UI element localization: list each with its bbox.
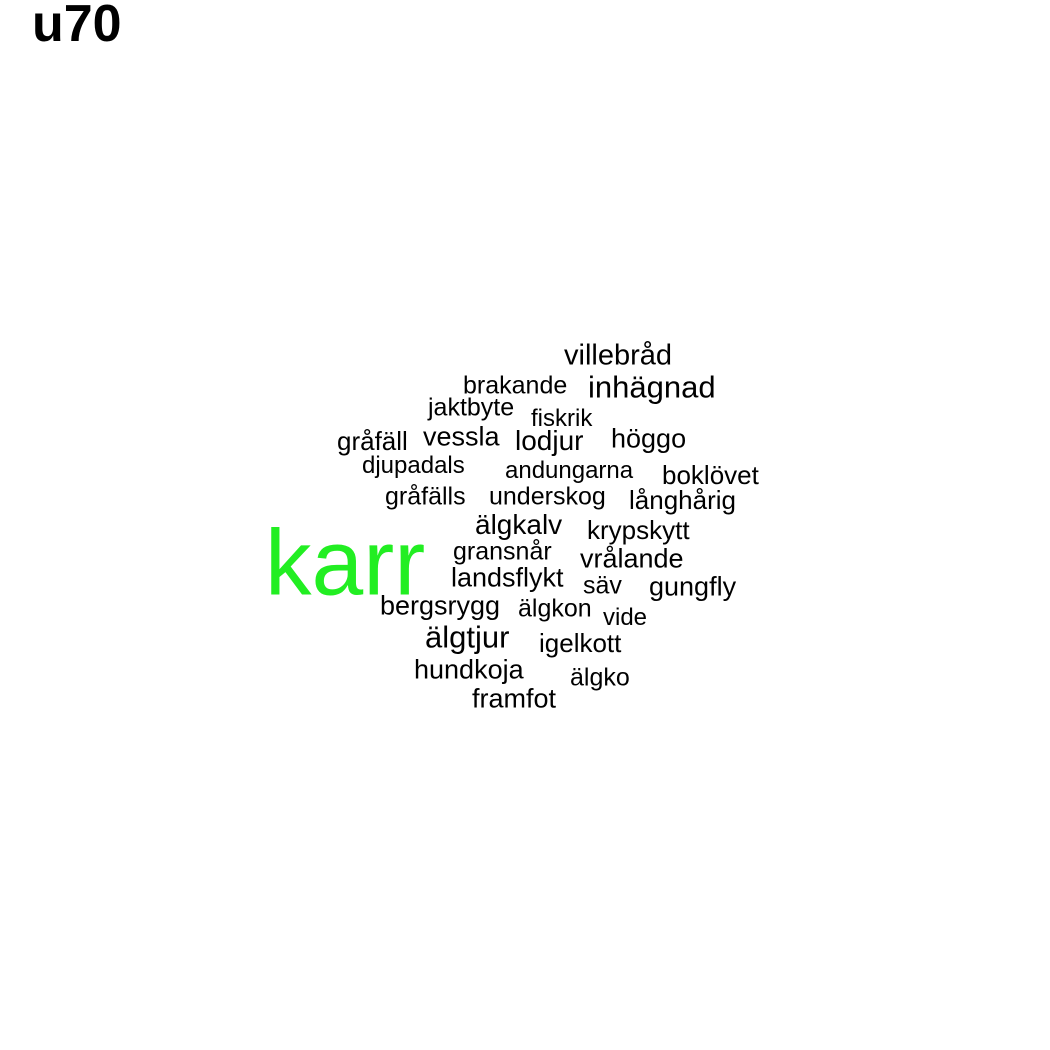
cloud-word: boklövet (662, 460, 759, 490)
cloud-word: bergsrygg (380, 590, 501, 621)
cloud-word: inhägnad (588, 369, 716, 405)
cloud-word: gråfälls (385, 482, 466, 511)
cloud-word: brakande (463, 371, 568, 400)
cloud-word: vrålande (580, 543, 684, 574)
cloud-word: villebråd (564, 339, 672, 372)
cloud-word: gungfly (649, 571, 737, 602)
cloud-word: älgtjur (425, 619, 510, 655)
cloud-word-highlighted: karr (265, 510, 426, 615)
cloud-word: framfot (472, 683, 557, 714)
cloud-word: hundkoja (414, 654, 524, 685)
cloud-word: andungarna (505, 457, 634, 484)
cloud-word: älgkon (518, 594, 592, 623)
cloud-word: underskog (489, 482, 606, 511)
cloud-word: krypskytt (587, 515, 690, 545)
cloud-word: vessla (423, 421, 500, 452)
cloud-word: djupadals (362, 452, 465, 479)
cloud-word: landsflykt (451, 562, 564, 593)
cloud-word: jaktbyte (428, 393, 515, 422)
cloud-word: gråfäll (337, 426, 408, 456)
cloud-word: säv (583, 571, 622, 600)
cloud-word: älgkalv (475, 509, 563, 540)
cloud-word: höggo (611, 423, 687, 454)
cloud-word: gransnår (453, 537, 552, 566)
cloud-word: fiskrik (531, 405, 593, 432)
page-title: u70 (32, 0, 122, 53)
cloud-word: igelkott (539, 628, 622, 658)
cloud-word: vide (603, 604, 648, 631)
cloud-word: långhårig (629, 485, 736, 515)
cloud-word: lodjur (515, 425, 584, 456)
cloud-word: älgko (570, 663, 630, 692)
